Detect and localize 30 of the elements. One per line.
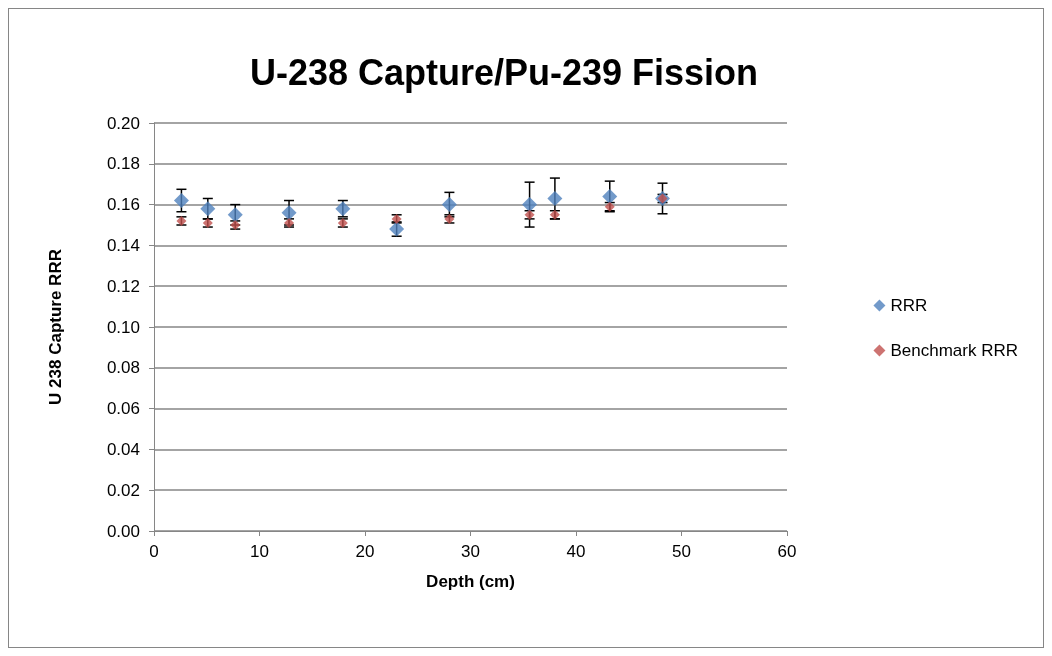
x-tick-label: 50 [672, 542, 691, 561]
y-tick-label: 0.02 [106, 480, 140, 500]
x-tick-label: 0 [149, 542, 159, 561]
x-tick-label: 60 [777, 542, 797, 561]
y-tick-label: 0.06 [106, 399, 140, 419]
point [602, 188, 618, 204]
x-tick-label: 30 [461, 542, 480, 561]
y-tick-label: 0.08 [106, 358, 140, 378]
y-tick-label: 0.16 [106, 195, 140, 215]
legend-label: RRR [890, 296, 928, 315]
x-tick-label: 40 [566, 542, 586, 561]
point [227, 207, 243, 223]
x-tick-label: 10 [250, 542, 269, 561]
y-axis-title: U 238 Capture RRR [46, 249, 65, 405]
legend-label: Benchmark RRR [890, 341, 1019, 360]
y-tick-label: 0.10 [106, 317, 140, 337]
point [200, 201, 216, 217]
y-tick-label: 0.20 [106, 113, 140, 133]
y-tick-label: 0.04 [106, 439, 140, 459]
y-tick-label: 0.18 [106, 154, 140, 174]
y-tick-label: 0.14 [106, 235, 140, 255]
point [547, 190, 563, 206]
point [173, 193, 189, 209]
point [281, 205, 297, 221]
y-tick-label: 0.00 [106, 521, 140, 541]
x-tick-label: 20 [355, 542, 375, 561]
point [522, 197, 538, 213]
y-tick-label: 0.12 [106, 276, 140, 296]
x-axis-title: Depth (cm) [426, 572, 515, 591]
chart-title: U-238 Capture/Pu-239 Fission [249, 51, 759, 93]
